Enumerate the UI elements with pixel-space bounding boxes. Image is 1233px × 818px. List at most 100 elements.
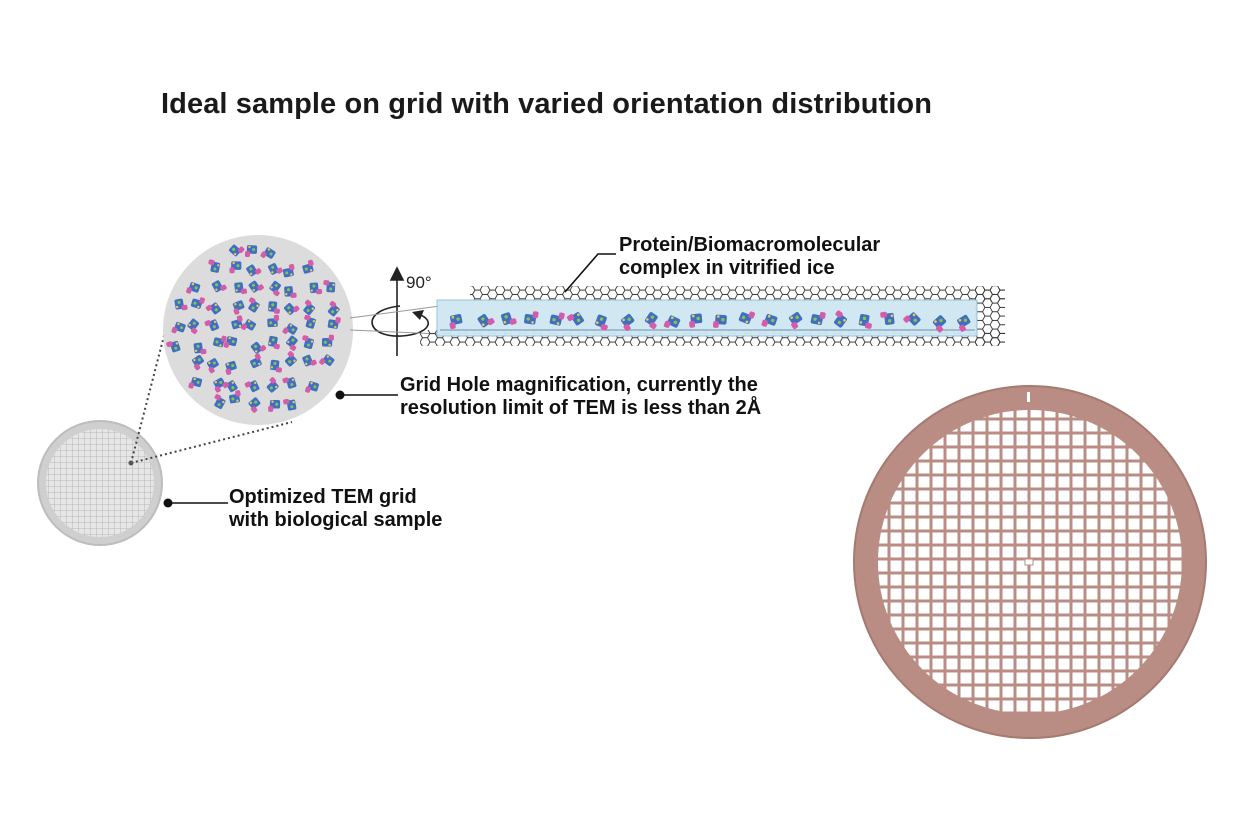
protein-particle (305, 381, 319, 393)
protein-particle (595, 314, 608, 331)
protein-particle (166, 340, 181, 353)
protein-particle (663, 315, 681, 328)
protein-particle (738, 311, 755, 325)
protein-particle (234, 282, 248, 294)
protein-particle (228, 244, 245, 257)
callout-dot-hole (335, 390, 345, 400)
protein-particle (232, 300, 245, 315)
protein-particle (222, 380, 238, 393)
protein-particle (810, 311, 826, 326)
protein-particle (834, 310, 847, 328)
protein-particle (712, 314, 727, 328)
protein-particle (171, 321, 186, 334)
protein-particle (302, 335, 314, 350)
grid-hole-label-line-2: resolution limit of TEM is less than 2Å (400, 397, 762, 419)
protein-particle (689, 313, 703, 328)
grid-hole-label-line-1: Grid Hole magnification, currently the (400, 374, 758, 396)
protein-particle (229, 390, 241, 404)
protein-particle (223, 336, 238, 348)
protein-particle (549, 312, 565, 326)
tem-grid-label: Optimized TEM grid with biological sampl… (229, 486, 442, 532)
protein-particle (266, 377, 279, 393)
protein-particle (186, 282, 201, 294)
protein-particle (449, 314, 463, 330)
protein-particle (282, 323, 298, 335)
protein-particle (327, 300, 340, 317)
protein-particle (644, 312, 658, 330)
protein-particle (267, 314, 280, 328)
magnification-marker (128, 460, 134, 466)
protein-particle (302, 354, 317, 367)
protein-particle (192, 354, 204, 371)
magnified-grid-hole (163, 235, 353, 425)
protein-particle (205, 302, 222, 315)
protein-particle (208, 259, 221, 273)
protein-particle (286, 335, 298, 351)
protein-particle (321, 334, 334, 347)
protein-particle (188, 377, 203, 389)
protein-particle (302, 259, 314, 274)
protein-particle (500, 312, 517, 326)
protein-particle (190, 297, 205, 309)
protein-particle (303, 299, 315, 316)
protein-particle (761, 313, 778, 327)
protein-particle (282, 264, 295, 278)
protein-particle (932, 315, 947, 333)
protein-particle (214, 394, 226, 409)
protein-particle (250, 353, 262, 369)
protein-particle (284, 303, 300, 315)
protein-particle (309, 282, 323, 295)
protein-particle (524, 311, 539, 325)
protein-particle (248, 297, 260, 313)
protein-particle (304, 314, 316, 329)
protein-particle (213, 335, 227, 348)
protein-particle (880, 311, 895, 325)
protein-complex-label-line-2: complex in vitrified ice (619, 257, 835, 279)
protein-particle (193, 342, 207, 355)
protein-particle (244, 380, 260, 393)
protein-particle (211, 280, 227, 293)
rotation-angle-label: 90° (406, 273, 432, 292)
vitrified-ice-slab (420, 286, 1005, 346)
tem-grid-label-line-1: Optimized TEM grid (229, 486, 417, 508)
protein-complex-label: Protein/Biomacromolecular complex in vit… (619, 234, 880, 280)
protein-particle (231, 315, 243, 330)
protein-particle (260, 247, 276, 259)
protein-particle (282, 377, 297, 389)
protein-particle (903, 312, 921, 326)
protein-particle (269, 280, 281, 297)
copper-tem-grid (853, 385, 1207, 739)
protein-particle (283, 398, 297, 411)
protein-particle (566, 312, 584, 326)
protein-particle (248, 280, 264, 293)
protein-particle (620, 313, 635, 332)
protein-complex-label-line-1: Protein/Biomacromolecular (619, 234, 881, 256)
protein-particle (229, 261, 242, 274)
protein-particle (246, 264, 262, 277)
grid-hole-label: Grid Hole magnification, currently the r… (400, 374, 761, 420)
tem-grid-label-line-2: with biological sample (229, 509, 443, 531)
protein-particle (240, 319, 256, 331)
protein-particle (187, 318, 200, 334)
protein-particle (319, 354, 335, 367)
protein-particle (206, 358, 219, 374)
callout-lines (168, 253, 616, 504)
protein-particle (213, 377, 226, 393)
protein-particle (284, 351, 297, 367)
protein-particle (957, 314, 971, 332)
protein-particle (250, 341, 267, 354)
protein-particle (477, 313, 495, 328)
protein-particle (270, 359, 282, 373)
protein-particle (248, 397, 261, 413)
page-title: Ideal sample on grid with varied orienta… (161, 88, 933, 120)
protein-particle (204, 319, 220, 331)
protein-particle (284, 286, 297, 298)
protein-particle (858, 313, 872, 329)
protein-particle (268, 301, 280, 314)
protein-particle (268, 399, 281, 412)
protein-particle (225, 360, 237, 375)
callout-dot-grid (163, 498, 173, 508)
protein-particle (268, 335, 280, 350)
protein-particle (244, 245, 258, 258)
